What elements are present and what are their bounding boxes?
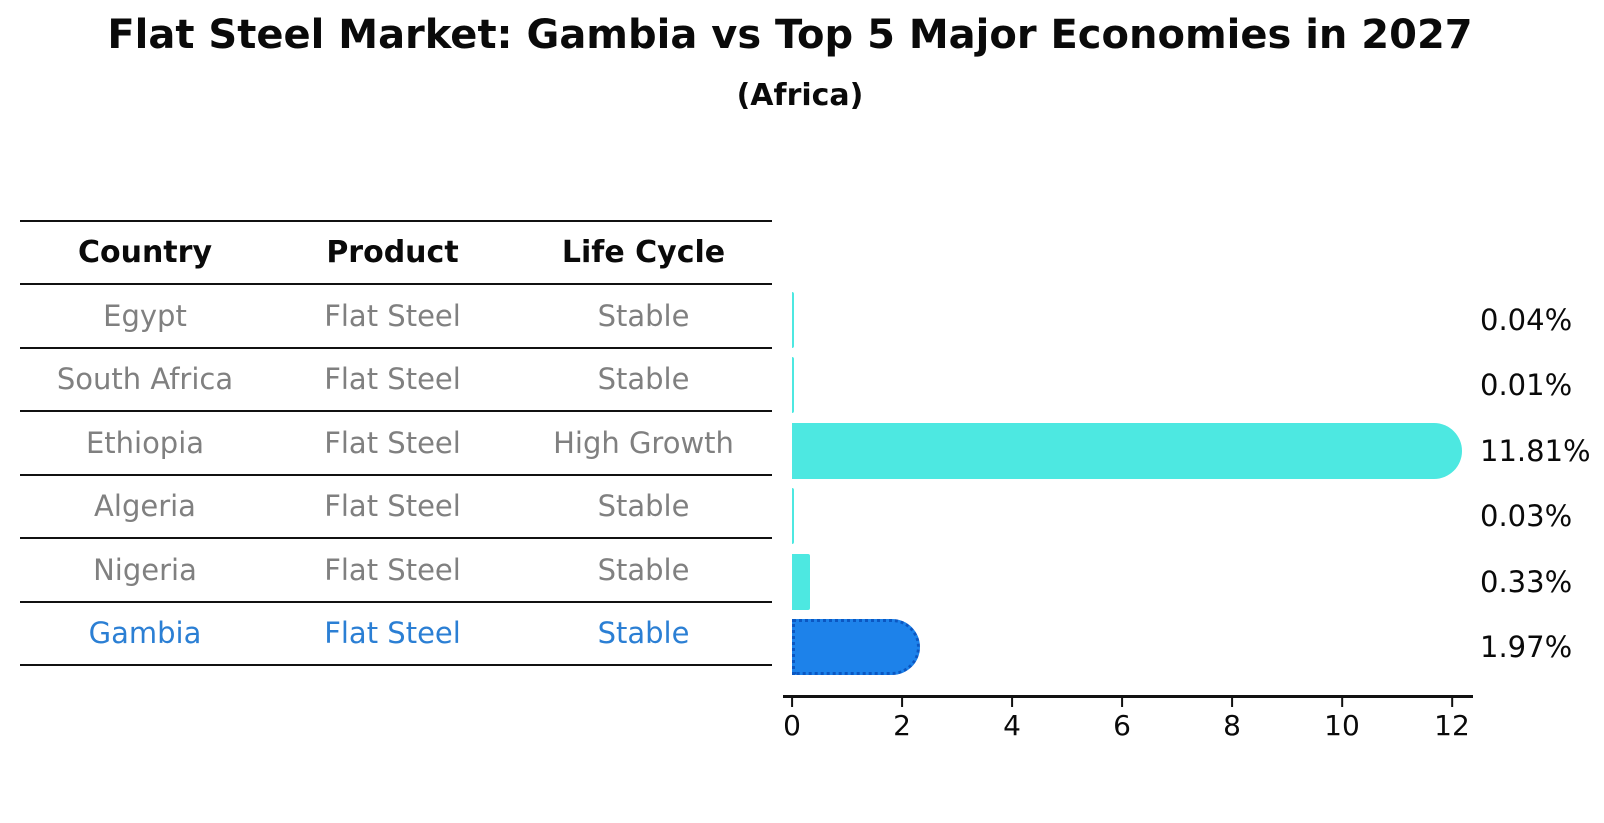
tick-label: 8 — [1223, 709, 1241, 742]
table-row-south-africa: South Africa Flat Steel Stable — [20, 348, 772, 411]
tick-label: 6 — [1113, 709, 1131, 742]
product-cell: Flat Steel — [324, 552, 461, 587]
country-cell: Gambia — [88, 616, 202, 651]
bar-gambia — [792, 619, 921, 676]
value-label-gambia: 1.97% — [1480, 630, 1573, 665]
bar-nigeria — [792, 553, 811, 610]
tick-mark — [1010, 698, 1014, 707]
tick-mark — [1450, 698, 1454, 707]
tick-label: 4 — [1003, 709, 1021, 742]
country-cell: Algeria — [94, 489, 196, 524]
tick-mark — [1230, 698, 1234, 707]
life-cycle-cell: Stable — [597, 616, 690, 651]
chart-title: Flat Steel Market: Gambia vs Top 5 Major… — [107, 12, 1473, 58]
bar-south-africa — [792, 357, 794, 414]
product-cell: Flat Steel — [324, 425, 461, 460]
col-header-product: Product — [326, 235, 459, 270]
table-row-gambia: Gambia Flat Steel Stable — [20, 602, 772, 665]
life-cycle-cell: Stable — [597, 552, 690, 587]
life-cycle-cell: Stable — [597, 489, 690, 524]
product-cell: Flat Steel — [324, 616, 461, 651]
x-tick-10: 10 — [1324, 698, 1360, 742]
x-axis-line — [783, 695, 1473, 698]
country-cell: Nigeria — [93, 552, 197, 587]
value-label-south-africa: 0.01% — [1480, 368, 1573, 403]
country-cell: Egypt — [103, 298, 187, 333]
life-cycle-cell: Stable — [597, 362, 690, 397]
table-header-row: Country Product Life Cycle — [20, 221, 772, 284]
tick-label: 2 — [893, 709, 911, 742]
col-header-life-cycle: Life Cycle — [561, 235, 726, 270]
x-tick-6: 6 — [1113, 698, 1131, 742]
table-row-nigeria: Nigeria Flat Steel Stable — [20, 538, 772, 602]
bar-ethiopia — [792, 422, 1462, 479]
value-label-algeria: 0.03% — [1480, 499, 1573, 534]
tick-mark — [1340, 698, 1344, 707]
x-tick-8: 8 — [1223, 698, 1241, 742]
tick-label: 12 — [1434, 709, 1470, 742]
tick-label: 10 — [1324, 709, 1360, 742]
table-row-ethiopia: Ethiopia Flat Steel High Growth — [20, 411, 772, 475]
col-header-country: Country — [77, 235, 213, 270]
tick-label: 0 — [783, 709, 801, 742]
x-tick-4: 4 — [1003, 698, 1021, 742]
x-tick-2: 2 — [893, 698, 911, 742]
bar-egypt — [792, 291, 795, 348]
x-tick-12: 12 — [1434, 698, 1470, 742]
tick-mark — [900, 698, 904, 707]
life-cycle-cell: Stable — [597, 298, 690, 333]
country-cell: Ethiopia — [85, 425, 205, 460]
table-row-egypt: Egypt Flat Steel Stable — [20, 284, 772, 348]
life-cycle-cell: High Growth — [553, 425, 734, 460]
value-label-nigeria: 0.33% — [1480, 564, 1573, 599]
product-cell: Flat Steel — [324, 298, 461, 333]
x-tick-0: 0 — [783, 698, 801, 742]
value-label-ethiopia: 11.81% — [1480, 433, 1591, 468]
bar-algeria — [792, 488, 794, 545]
product-cell: Flat Steel — [324, 489, 461, 524]
chart-subtitle: (Africa) — [736, 78, 864, 113]
tick-mark — [790, 698, 794, 707]
tick-mark — [1120, 698, 1124, 707]
country-cell: South Africa — [56, 362, 234, 397]
value-label-egypt: 0.04% — [1480, 302, 1573, 337]
table-row-algeria: Algeria Flat Steel Stable — [20, 475, 772, 538]
country-table: Country Product Life Cycle Egypt Flat St… — [20, 220, 772, 666]
product-cell: Flat Steel — [324, 362, 461, 397]
